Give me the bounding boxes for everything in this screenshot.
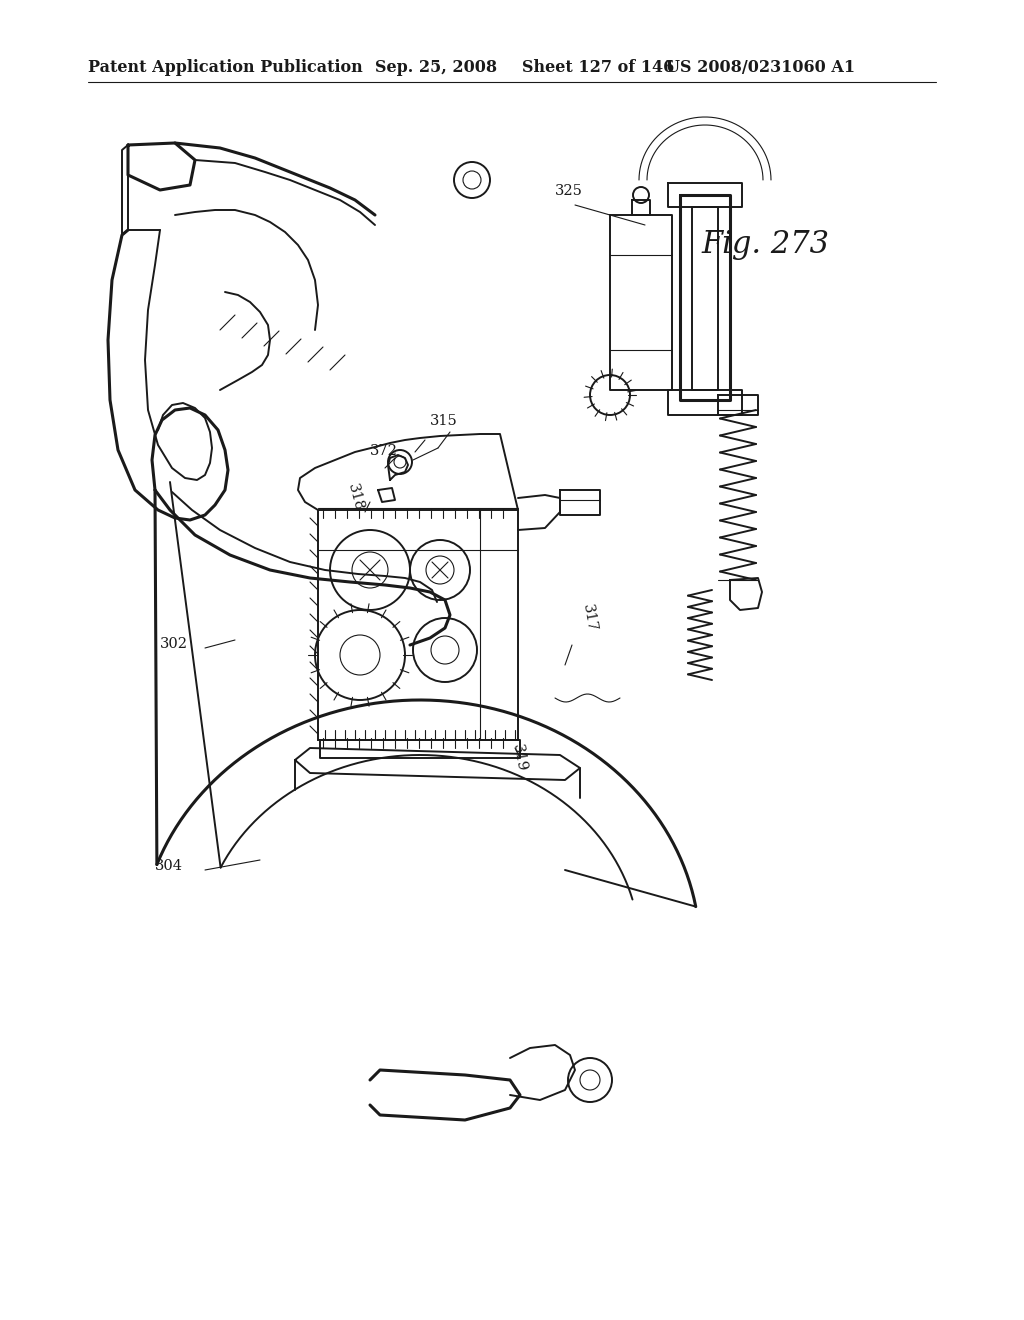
Text: Sep. 25, 2008: Sep. 25, 2008: [375, 59, 497, 77]
Text: 304: 304: [155, 859, 183, 873]
Text: 317: 317: [580, 603, 599, 634]
Text: 372: 372: [370, 444, 398, 458]
Text: 319: 319: [510, 743, 528, 774]
Text: 325: 325: [555, 183, 583, 198]
Bar: [318, 510, 518, 741]
Text: Patent Application Publication: Patent Application Publication: [88, 59, 362, 77]
Text: Fig. 273: Fig. 273: [701, 228, 829, 260]
Text: US 2008/0231060 A1: US 2008/0231060 A1: [666, 59, 855, 77]
Text: Sheet 127 of 146: Sheet 127 of 146: [522, 59, 674, 77]
Text: 302: 302: [160, 638, 188, 651]
Text: 315: 315: [430, 414, 458, 428]
Text: 318: 318: [345, 482, 366, 513]
